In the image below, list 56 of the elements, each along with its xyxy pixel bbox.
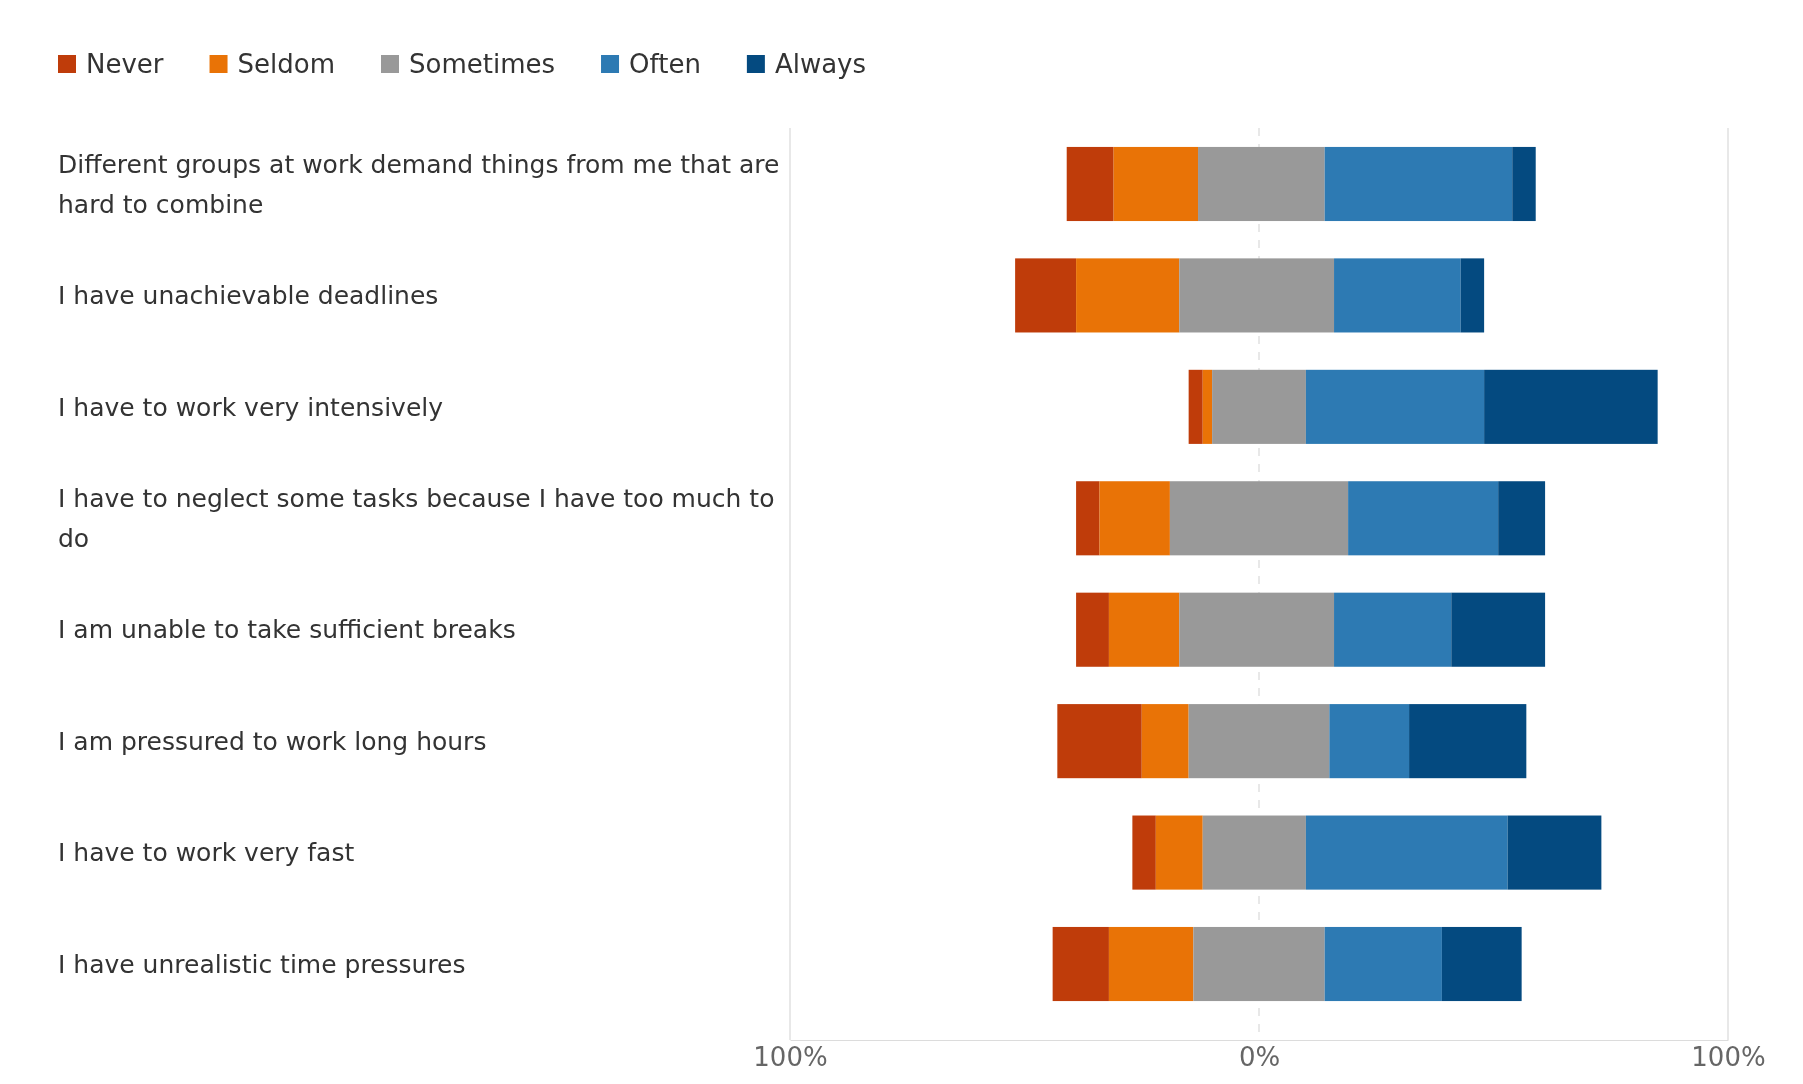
bar: [1334, 258, 1461, 333]
bar: [1305, 369, 1485, 444]
bar: [1324, 926, 1442, 1002]
bar: [1202, 815, 1306, 890]
bar: [1202, 369, 1213, 444]
bar: [1179, 258, 1335, 333]
bar: [1441, 926, 1522, 1002]
bar: [1188, 369, 1203, 444]
bar: [1108, 592, 1180, 667]
y-tick-label: I am unable to take sufficient breaks: [58, 615, 516, 645]
y-tick-label: Different groups at work demand things from me that are hard to combine: [58, 149, 780, 219]
x-tick-label: 100%: [753, 1042, 828, 1073]
legend-label: Always: [774, 49, 867, 80]
y-tick-label: I am pressured to work long hours: [58, 726, 487, 756]
bar: [1324, 146, 1513, 222]
bar: [1188, 704, 1330, 779]
bar: [1052, 926, 1109, 1002]
bar: [1108, 926, 1194, 1002]
bar: [1155, 815, 1203, 890]
y-tick-label: I have to neglect some tasks because I have too much to do: [58, 484, 775, 554]
bar: [1066, 146, 1114, 222]
bar: [1099, 481, 1170, 556]
x-tick-label: 100%: [1691, 1042, 1766, 1073]
bar: [1329, 704, 1410, 779]
bar: [1141, 704, 1189, 779]
legend-label: Sometimes: [409, 49, 556, 80]
y-tick-label: I have unrealistic time pressures: [58, 949, 466, 979]
legend-label: Often: [629, 49, 701, 80]
bar: [1076, 592, 1109, 667]
bar: [1076, 481, 1100, 556]
bar: [1076, 258, 1180, 333]
bar: [1212, 369, 1306, 444]
bar: [1015, 258, 1077, 333]
bar: [1193, 926, 1325, 1002]
bar: [1348, 481, 1499, 556]
bar: [1507, 815, 1602, 890]
bar: [1179, 592, 1335, 667]
bar: [1334, 592, 1452, 667]
bar: [1484, 369, 1658, 444]
bar: [1113, 146, 1199, 222]
bar: [1498, 481, 1546, 556]
x-tick-label: 0%: [1238, 1042, 1281, 1073]
bar: [1305, 815, 1508, 890]
bar: [1057, 704, 1142, 779]
legend-label: Seldom: [237, 49, 335, 80]
bar: [1460, 258, 1485, 333]
bar: [1409, 704, 1527, 779]
bar: [1512, 146, 1536, 222]
bar: [1169, 481, 1349, 556]
bar: [1451, 592, 1546, 667]
y-tick-label: I have to work very fast: [58, 838, 355, 868]
bar: [1198, 146, 1325, 222]
y-tick-label: I have to work very intensively: [58, 392, 444, 422]
y-tick-label: I have unachievable deadlines: [58, 281, 439, 311]
bar: [1132, 815, 1156, 890]
legend-label: Never: [86, 49, 164, 80]
